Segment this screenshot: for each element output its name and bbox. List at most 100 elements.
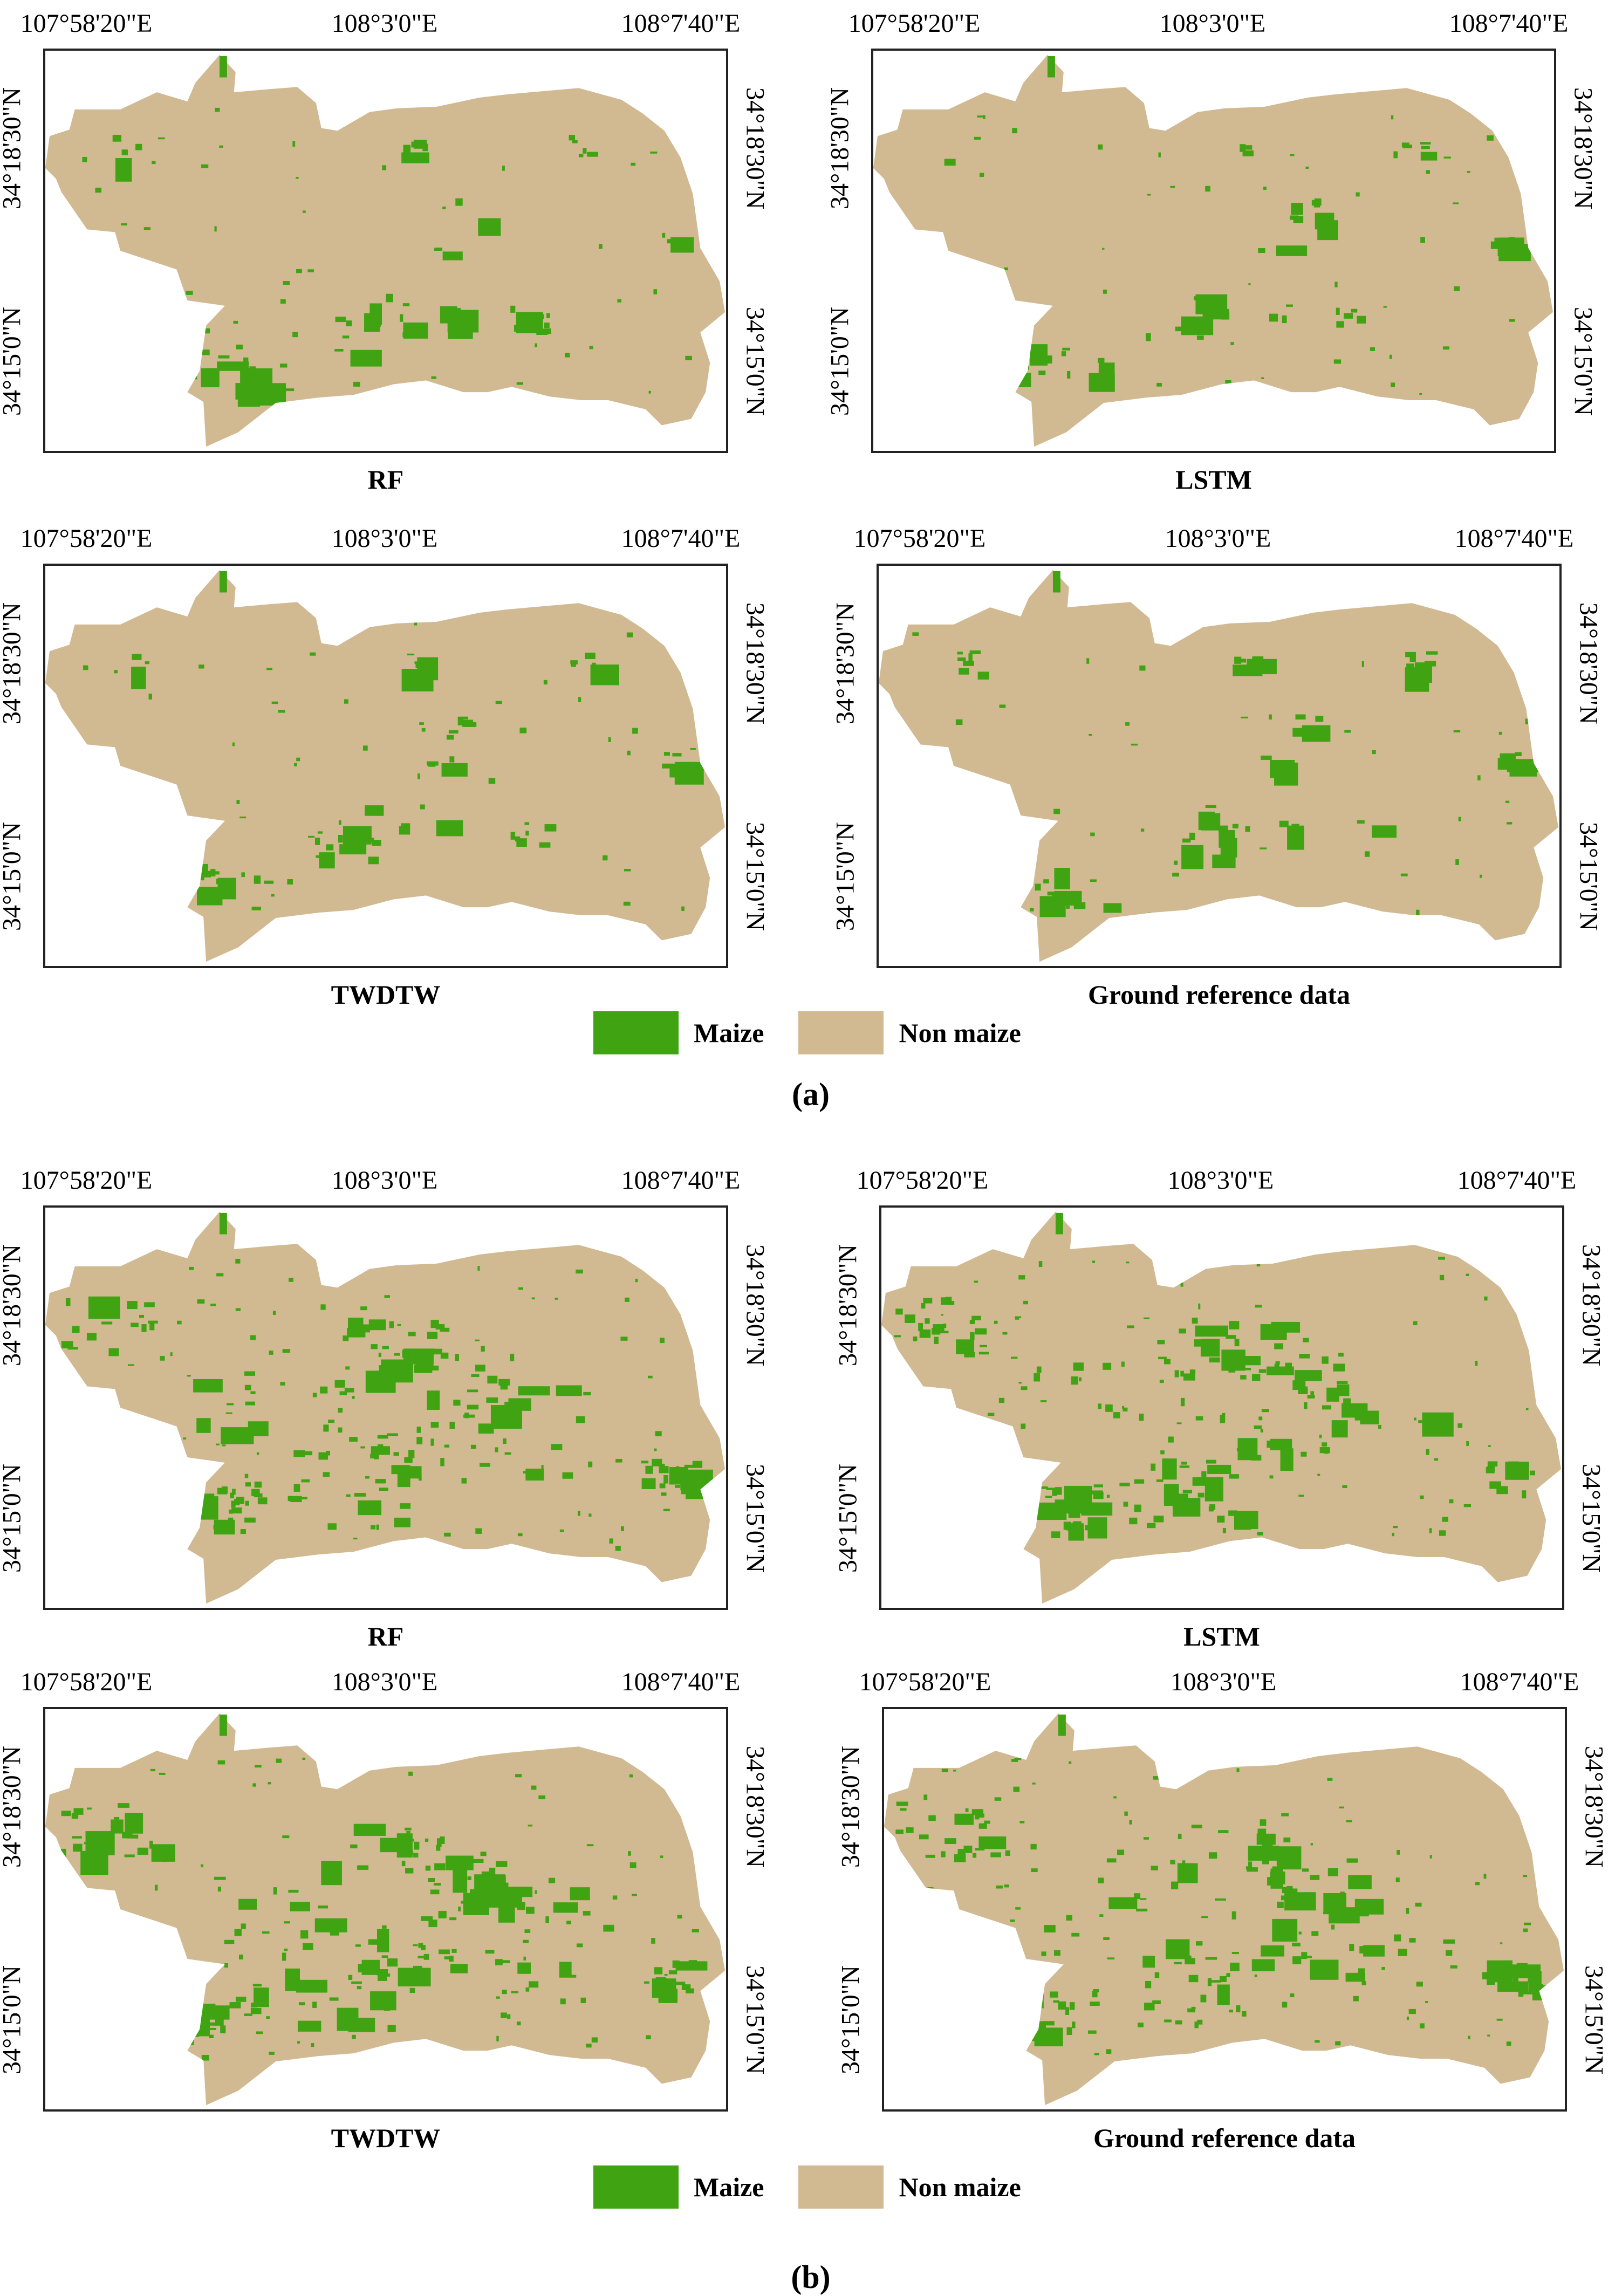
maize-patch (1228, 1510, 1237, 1516)
maize-patch (409, 1987, 415, 1993)
maize-patch (321, 1861, 342, 1886)
maize-patch (257, 1497, 268, 1505)
maize-patch (651, 1938, 655, 1944)
maize-patch (199, 1991, 202, 1995)
maize-patch (1482, 1972, 1488, 1979)
maize-patch (1317, 1473, 1320, 1476)
maize-patch (1078, 1377, 1082, 1382)
maize-patch (418, 1943, 423, 1948)
maize-patch (1140, 1898, 1147, 1900)
maize-patch (155, 1922, 160, 1927)
maize-patch (374, 1454, 379, 1459)
maize-patch (205, 2004, 215, 2009)
maize-patch (266, 668, 272, 670)
maize-patch (440, 306, 457, 324)
maize-patch (320, 1304, 326, 1310)
maize-patch (1164, 1359, 1171, 1365)
maize-patch (560, 1998, 566, 2005)
maize-patch (1262, 1842, 1273, 1848)
maize-patch (73, 1808, 84, 1815)
maize-patch (467, 1876, 471, 1880)
maize-patch (975, 1328, 987, 1335)
maize-patch (1180, 1397, 1185, 1407)
maize-patch (176, 1507, 197, 1531)
maize-patch (685, 1475, 707, 1499)
maize-patch (535, 343, 538, 347)
maize-patch (194, 2004, 203, 2009)
maize-patch (945, 1297, 952, 1305)
maize-patch (578, 697, 581, 702)
maize-patch (1229, 1321, 1240, 1329)
maize-patch (87, 1807, 92, 1810)
maize-patch (905, 1314, 915, 1323)
maize-patch (202, 1970, 208, 1973)
maize-patch (502, 1990, 507, 1995)
non-maize-area (881, 1211, 1562, 1604)
maize-patch (326, 844, 334, 851)
maize-patch (964, 1352, 975, 1358)
maize-patch (1276, 1846, 1302, 1870)
classification-map (881, 1211, 1562, 1604)
maize-patch (158, 1439, 165, 1445)
maize-patch (1358, 2052, 1365, 2059)
maize-patch (245, 1401, 256, 1406)
maize-patch (201, 164, 209, 168)
maize-patch (1209, 1980, 1221, 1983)
maize-patch (436, 1838, 442, 1847)
maize-patch (1018, 1382, 1022, 1384)
maize-patch (182, 1511, 192, 1517)
maize-patch (1170, 1860, 1175, 1865)
maize-patch (201, 2054, 209, 2061)
maize-patch (1139, 1413, 1144, 1421)
maize-patch (1090, 832, 1095, 837)
maize-patch (139, 1314, 145, 1318)
maize-patch (441, 1327, 450, 1332)
maize-patch (1074, 1510, 1079, 1518)
maize-patch (1168, 1459, 1174, 1463)
maize-patch (628, 1851, 631, 1856)
maize-patch (1234, 1339, 1240, 1347)
latitude-label: 34°15'0"N (741, 1463, 770, 1573)
maize-patch (1181, 316, 1214, 335)
map-frame (871, 49, 1556, 453)
maize-patch (1230, 342, 1234, 345)
non-maize-area (45, 54, 726, 447)
maize-patch (559, 1529, 564, 1532)
legend-swatch (593, 2165, 679, 2209)
maize-patch (127, 1301, 138, 1310)
maize-patch (667, 239, 677, 244)
maize-patch (1304, 1402, 1308, 1409)
longitude-label: 108°3'0"E (331, 1668, 438, 1696)
maize-patch (589, 346, 593, 349)
maize-patch (298, 2002, 305, 2006)
maize-patch (608, 737, 611, 742)
maize-patch (1012, 128, 1017, 134)
maize-patch (235, 1308, 241, 1311)
latitude-label: 34°15'0"N (825, 306, 854, 416)
maize-patch (438, 1910, 447, 1918)
maize-patch (335, 317, 346, 323)
maize-patch (444, 1444, 450, 1448)
maize-patch (960, 2012, 963, 2015)
map-frame (43, 49, 728, 453)
maize-patch (1189, 832, 1195, 840)
maize-patch (290, 1496, 302, 1503)
maize-patch (675, 1961, 708, 1971)
maize-patch (1036, 1366, 1042, 1373)
maize-patch (1180, 1370, 1184, 1377)
maize-patch (448, 730, 458, 734)
maize-patch (1340, 1891, 1345, 1895)
maize-patch (1311, 1931, 1319, 1936)
maize-patch (523, 1956, 526, 1961)
maize-patch (1322, 1442, 1327, 1447)
maize-patch (308, 835, 315, 838)
maize-patch (612, 1895, 618, 1900)
maize-patch (377, 1435, 388, 1439)
classification-map (873, 54, 1553, 447)
maize-patch (1072, 2021, 1076, 2028)
maize-patch (654, 1448, 657, 1451)
maize-patch (297, 2020, 321, 2032)
maize-patch (256, 1452, 259, 1455)
maize-patch (137, 1847, 148, 1855)
maize-patch (1391, 382, 1395, 387)
